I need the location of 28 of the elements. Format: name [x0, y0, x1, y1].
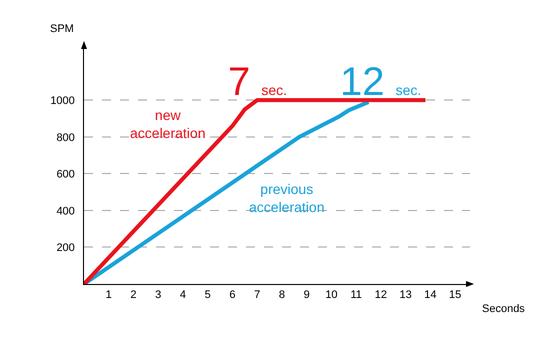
x-tick-label: 6: [229, 289, 236, 302]
line-series: [84, 98, 428, 284]
x-tick-label: 7: [254, 289, 260, 302]
series-label: new acceleration: [130, 107, 206, 142]
y-tick-label: 600: [56, 168, 75, 181]
x-tick-label: 1: [106, 289, 112, 302]
annotation: 7 sec.: [228, 60, 288, 104]
x-tick-label: 14: [424, 289, 437, 302]
y-tick-label: 200: [56, 242, 75, 254]
series-label: previous acceleration: [249, 181, 324, 216]
x-tick-label: 12: [374, 289, 388, 302]
y-tick-label: 800: [56, 132, 75, 144]
y-tick-label: 400: [56, 205, 75, 218]
y-tick-label: 1000: [50, 95, 75, 107]
x-tick-label: 4: [180, 289, 186, 302]
y-axis-title: SPM: [50, 23, 74, 35]
x-tick-label: 2: [130, 289, 137, 302]
line-series: [84, 100, 371, 284]
x-tick-label: 8: [278, 289, 286, 302]
x-tick-label: 10: [325, 289, 338, 302]
annotation: 12 sec.: [340, 60, 422, 104]
x-tick-label: 5: [204, 289, 211, 302]
x-tick-label: 3: [155, 289, 162, 302]
x-tick-label: 13: [400, 289, 412, 302]
x-tick-label: 9: [304, 289, 310, 302]
x-tick-label: 11: [350, 289, 362, 302]
x-tick-label: 15: [449, 289, 462, 302]
x-axis-title: Seconds: [482, 303, 526, 315]
